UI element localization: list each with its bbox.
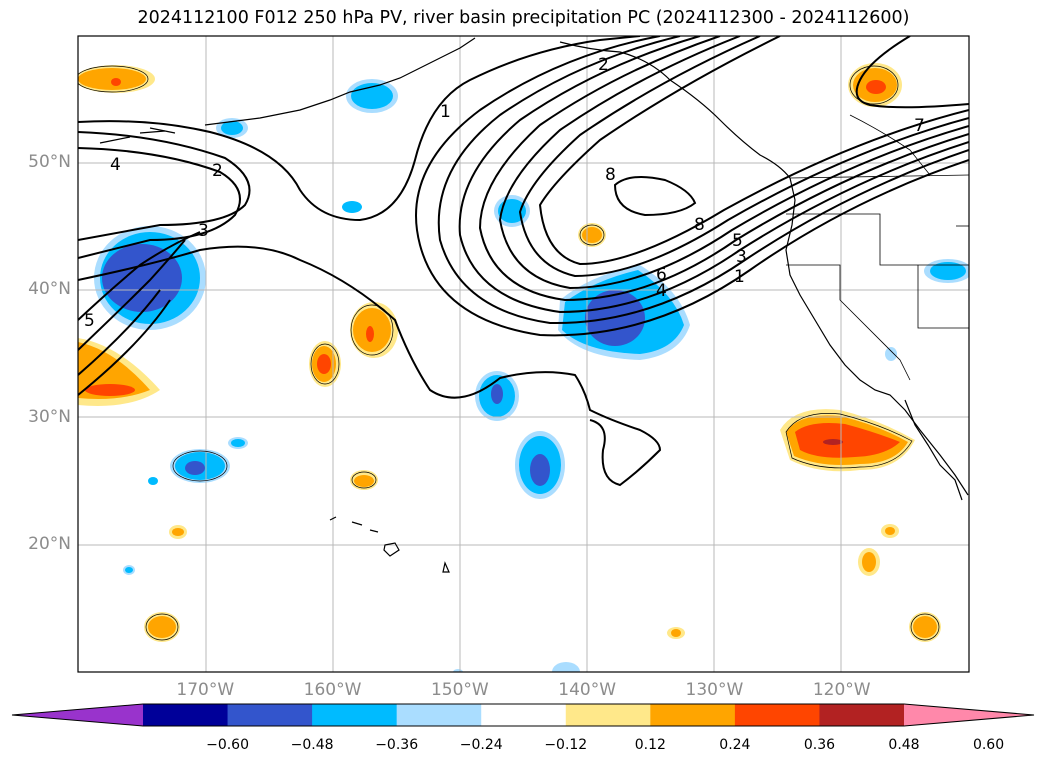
longitude-label: 150°W (430, 680, 489, 700)
colorbar (11, 703, 1035, 727)
pv-label: 6 (656, 265, 667, 285)
graticule (78, 36, 969, 672)
pv-label: 1 (734, 267, 745, 287)
pv-contours (78, 36, 969, 487)
pv-label: 7 (914, 116, 925, 136)
longitude-label: 130°W (685, 680, 744, 700)
colorbar-cell (565, 704, 651, 726)
colorbar-tick-label: 0.36 (803, 737, 836, 753)
pv-label: 1 (440, 102, 451, 122)
map-plot-area (78, 36, 969, 672)
colorbar-cell (312, 704, 398, 726)
latitude-label: 50°N (28, 152, 71, 173)
pv-label: 3 (736, 247, 747, 267)
pv-label: 2 (212, 161, 223, 181)
colorbar-tick-label: 0.12 (634, 737, 666, 753)
colorbar-tick-label: 0.24 (719, 737, 751, 753)
longitude-label: 120°W (812, 680, 871, 700)
pv-label: 4 (656, 281, 667, 301)
map-frame (77, 35, 970, 673)
colorbar-extend-low (12, 704, 143, 726)
latitude-label: 40°N (28, 279, 71, 300)
pv-label: 5 (84, 311, 95, 331)
precip-shading (78, 63, 969, 672)
pv-label: 2 (598, 55, 609, 75)
colorbar-tick-label: −0.12 (544, 737, 588, 753)
colorbar-cell (819, 704, 905, 726)
coastlines (99, 37, 969, 573)
colorbar-cell (481, 704, 567, 726)
pv-label: 5 (732, 231, 743, 251)
colorbar-outline (11, 703, 1035, 727)
colorbar-cell (396, 704, 482, 726)
pv-label: 4 (110, 155, 121, 175)
colorbar-cell (734, 704, 820, 726)
colorbar-tick-label: −0.24 (459, 737, 503, 753)
map-title: 2024112100 F012 250 hPa PV, river basin … (137, 8, 910, 28)
colorbar-tick-label: 0.60 (972, 737, 1005, 753)
pv-label: 8 (694, 215, 705, 235)
pv-label: 8 (605, 165, 616, 185)
colorbar-tick-label: −0.60 (206, 737, 249, 753)
latitude-label: 20°N (28, 533, 71, 554)
precip-outlines (78, 65, 940, 641)
longitude-label: 170°W (176, 680, 235, 700)
colorbar-cells (143, 704, 905, 726)
latitude-label: 30°N (28, 406, 71, 427)
colorbar-cell (227, 704, 313, 726)
longitude-label: 160°W (303, 680, 362, 700)
colorbar-tick-label: 0.48 (888, 737, 920, 753)
pv-contour-labels: 1 2 2 3 4 5 8 8 5 3 1 6 4 7 (84, 55, 925, 331)
colorbar-cell (143, 704, 229, 726)
colorbar-tick-label: −0.36 (375, 737, 419, 753)
colorbar-cell (650, 704, 736, 726)
colorbar-tick-label: −0.48 (290, 737, 334, 753)
colorbar-extend-high (904, 704, 1034, 726)
pv-label: 3 (198, 221, 209, 241)
longitude-label: 140°W (558, 680, 617, 700)
